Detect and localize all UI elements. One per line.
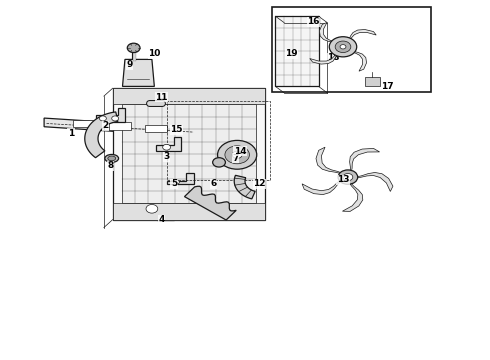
Text: 16: 16 [307,17,320,26]
Text: 7: 7 [232,154,239,163]
Text: 13: 13 [337,175,349,184]
Text: 19: 19 [285,49,298,58]
Text: 2: 2 [102,122,108,130]
Circle shape [146,204,158,213]
Text: 17: 17 [381,82,393,91]
Polygon shape [348,172,393,192]
Circle shape [343,174,353,181]
Circle shape [112,116,119,121]
Text: 9: 9 [126,60,133,69]
Ellipse shape [108,156,116,161]
Circle shape [173,180,179,184]
Polygon shape [184,186,236,220]
Text: 1: 1 [68,129,74,138]
Polygon shape [310,47,343,64]
Text: 4: 4 [158,215,165,224]
Circle shape [99,116,106,121]
Polygon shape [85,112,118,158]
Polygon shape [234,175,255,199]
Polygon shape [44,118,196,137]
Text: 3: 3 [164,152,170,161]
Bar [145,125,167,132]
Bar [275,16,319,86]
Bar [113,88,265,104]
Text: 11: 11 [155,93,168,102]
Circle shape [340,45,346,49]
Text: 10: 10 [148,49,161,58]
Bar [167,101,270,180]
Bar [113,203,265,220]
Text: 5: 5 [171,179,177,188]
Circle shape [338,170,358,184]
Polygon shape [343,47,367,71]
Bar [113,88,265,220]
Ellipse shape [105,154,119,162]
Polygon shape [167,173,194,184]
Polygon shape [316,147,348,177]
Text: 12: 12 [253,179,266,188]
Bar [365,77,380,86]
Circle shape [225,146,249,164]
Text: 18: 18 [327,53,340,62]
Polygon shape [343,30,376,47]
Bar [122,104,256,203]
Circle shape [335,41,351,53]
Circle shape [163,144,171,150]
Polygon shape [156,137,181,151]
Circle shape [329,37,357,57]
Bar [109,122,131,130]
Text: 8: 8 [107,161,113,170]
Bar [272,7,431,92]
Polygon shape [348,148,380,177]
Bar [73,120,94,127]
Text: 14: 14 [234,147,246,156]
Polygon shape [96,108,125,122]
Text: 6: 6 [210,179,216,188]
Circle shape [218,140,257,169]
Polygon shape [302,177,348,195]
Text: 15: 15 [170,125,183,134]
Polygon shape [343,177,363,211]
Circle shape [232,151,242,158]
Polygon shape [140,198,174,220]
Circle shape [127,43,140,53]
Polygon shape [122,59,154,86]
Circle shape [213,158,225,167]
Polygon shape [319,22,343,47]
